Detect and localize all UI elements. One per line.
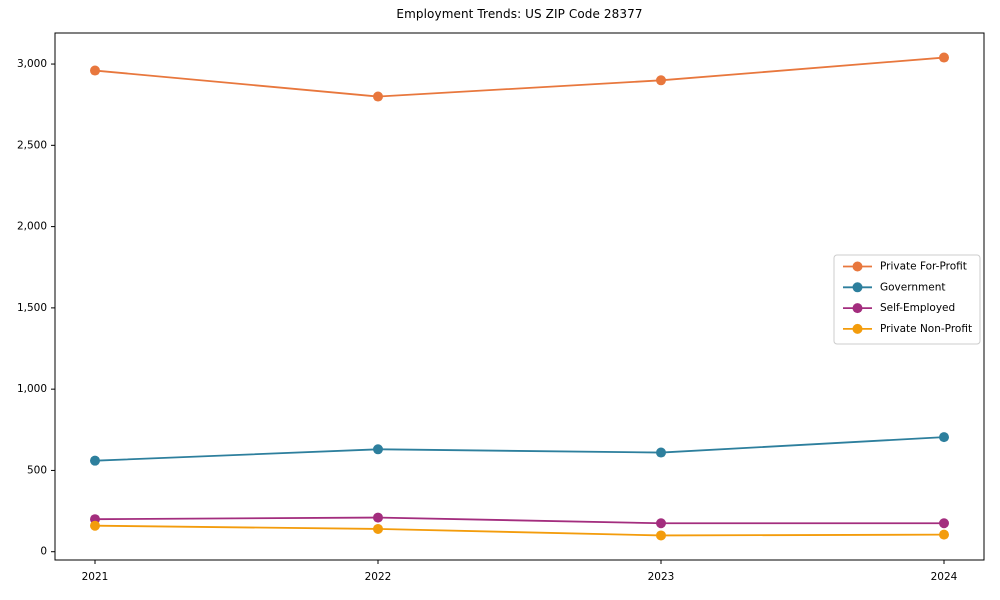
x-axis-tick-label: 2021 [82, 571, 109, 583]
y-axis-tick-label: 3,000 [17, 58, 47, 70]
x-axis-tick-label: 2024 [931, 571, 958, 583]
x-axis-tick-label: 2022 [365, 571, 392, 583]
y-axis-tick-label: 0 [40, 546, 47, 558]
legend-box [833, 254, 981, 345]
data-point-marker [90, 455, 100, 466]
data-point-marker [939, 529, 949, 540]
data-point-marker [939, 518, 949, 529]
legend-label: Private For-Profit [880, 261, 967, 273]
plot-frame [54, 32, 985, 561]
y-axis-tick-label: 2,500 [17, 139, 47, 151]
y-axis-tick-label: 2,000 [17, 221, 47, 233]
data-point-marker [373, 91, 383, 102]
data-point-marker [90, 65, 100, 76]
legend-label: Self-Employed [880, 302, 955, 314]
y-axis-tick-label: 500 [27, 464, 47, 476]
data-point-marker [656, 518, 666, 529]
y-axis-tick-label: 1,000 [17, 383, 47, 395]
data-point-marker [373, 523, 383, 534]
legend-marker [852, 261, 863, 272]
data-point-marker [656, 530, 666, 541]
series-line [94, 516, 945, 525]
legend-label: Government [880, 281, 945, 293]
data-point-marker [939, 52, 949, 63]
legend-marker [852, 323, 863, 334]
data-point-marker [373, 512, 383, 523]
legend-marker [852, 303, 863, 314]
data-point-marker [939, 432, 949, 443]
legend-label: Private Non-Profit [880, 323, 972, 335]
data-point-marker [373, 444, 383, 455]
series-line [94, 436, 945, 462]
chart-title: Employment Trends: US ZIP Code 28377 [396, 7, 643, 21]
data-point-marker [90, 520, 100, 531]
series-line [94, 524, 945, 537]
x-axis-tick-label: 2023 [648, 571, 675, 583]
legend-marker [852, 282, 863, 293]
data-point-marker [656, 447, 666, 458]
y-axis-tick-label: 1,500 [17, 302, 47, 314]
data-point-marker [656, 75, 666, 86]
series-line [94, 56, 945, 98]
